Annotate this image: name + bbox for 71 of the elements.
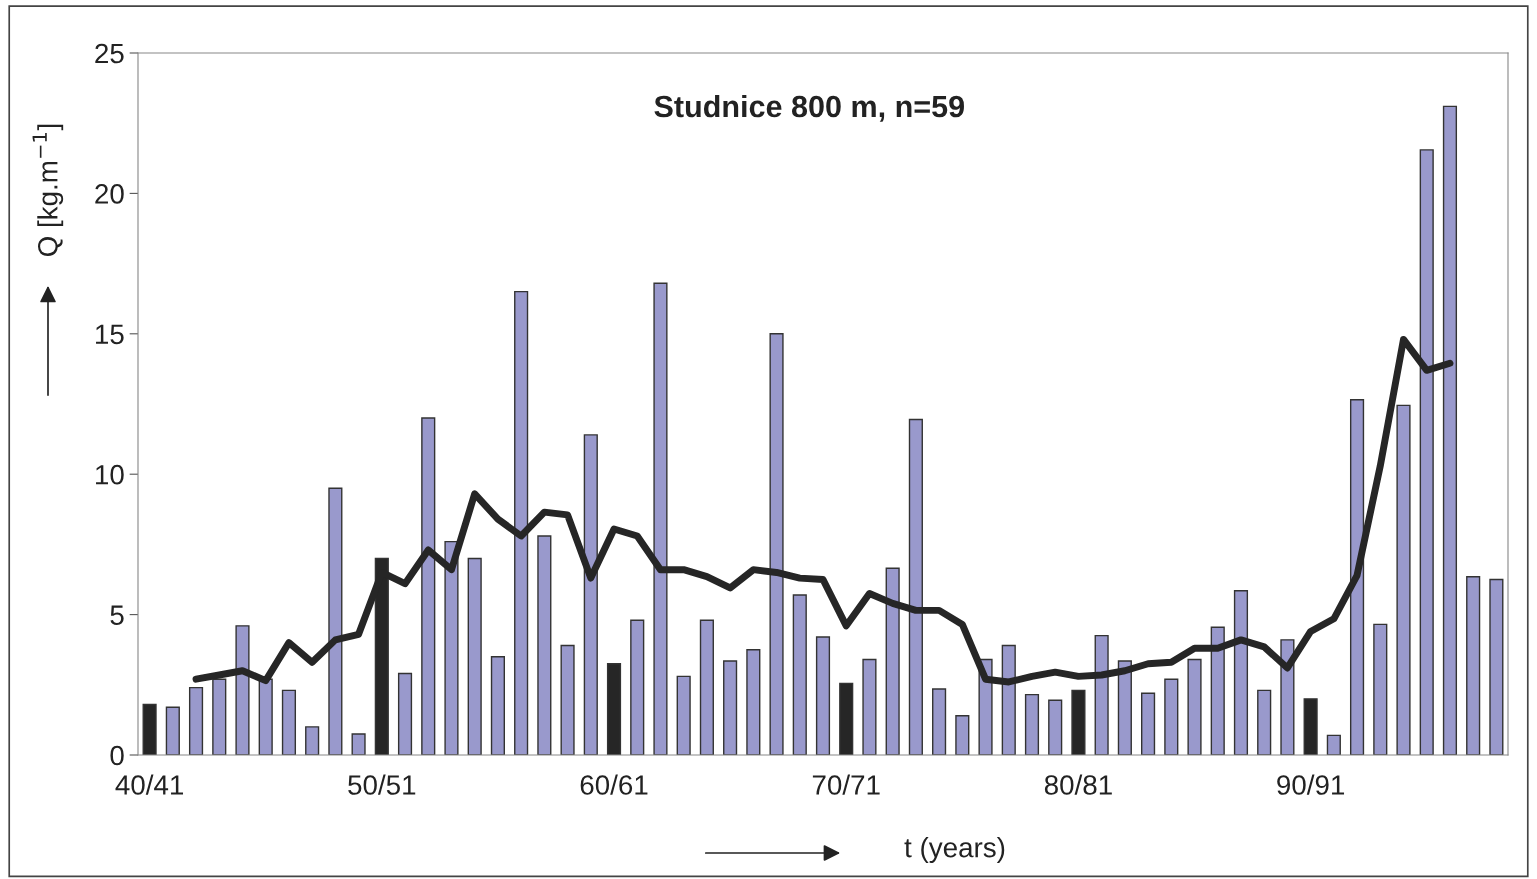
bar (676, 675, 691, 755)
bar (955, 714, 970, 755)
y-axis-title: Q [kg.m$^{−1}$] (32, 124, 64, 257)
x-tick-label: 60/61 (580, 774, 648, 795)
y-tick-label: 10 (96, 464, 124, 485)
bar (1233, 590, 1249, 755)
bar (351, 733, 366, 755)
bar (1071, 689, 1086, 755)
bar (1141, 692, 1156, 755)
bar (328, 487, 343, 755)
bar (421, 417, 436, 755)
bar (1466, 575, 1481, 755)
x-tick-label: 80/81 (1044, 774, 1112, 795)
bar (467, 557, 482, 755)
bar (815, 636, 831, 755)
y-tick-label: 5 (110, 605, 124, 625)
bar (1373, 623, 1388, 755)
bar (885, 567, 900, 755)
bar (490, 656, 505, 755)
x-tick-label: 50/51 (348, 774, 416, 795)
bar (142, 703, 157, 755)
bar (1419, 149, 1434, 755)
bar (165, 706, 180, 755)
bar (839, 682, 854, 755)
bar (746, 649, 761, 755)
x-tick-label: 90/91 (1277, 774, 1345, 795)
bar (1210, 626, 1225, 755)
bar (583, 434, 598, 755)
bar (723, 660, 738, 755)
bar (862, 658, 877, 755)
bar (769, 333, 784, 755)
bar (305, 726, 320, 755)
bar (560, 644, 575, 755)
bar (1187, 658, 1202, 755)
text: Studnice 800 m, n=59 (654, 94, 964, 122)
bar (514, 290, 529, 755)
bar (258, 678, 273, 755)
bar (630, 619, 645, 755)
x-tick-label: 70/71 (812, 774, 880, 795)
bar (1024, 693, 1040, 755)
bar (188, 686, 204, 755)
y-tick-label: 15 (96, 324, 124, 345)
bar (1489, 578, 1504, 755)
bar (1094, 634, 1109, 755)
bar (537, 535, 552, 755)
bar (444, 540, 459, 755)
bar (1257, 689, 1272, 755)
bar (908, 418, 923, 755)
bar (1117, 660, 1132, 755)
y-tick-label: 20 (95, 184, 124, 204)
bar (606, 663, 622, 755)
bar (1164, 678, 1179, 755)
bar (699, 619, 714, 755)
bar (1442, 105, 1458, 755)
bar (1001, 644, 1016, 755)
bar (1349, 399, 1365, 755)
bar (932, 688, 947, 755)
x-axis-title: t (years) (904, 837, 1005, 863)
bar (235, 625, 250, 755)
y-tick-label: 25 (95, 43, 124, 64)
bar (281, 689, 297, 755)
bar (653, 282, 668, 755)
bar (1303, 698, 1318, 755)
bar (792, 594, 807, 755)
y-tick-label: 0 (110, 745, 124, 766)
bar (212, 678, 227, 755)
x-tick-label: 40/41 (115, 774, 184, 795)
bar (1396, 404, 1411, 755)
bar (1048, 699, 1063, 755)
bar (1326, 734, 1341, 755)
bar (397, 672, 413, 755)
